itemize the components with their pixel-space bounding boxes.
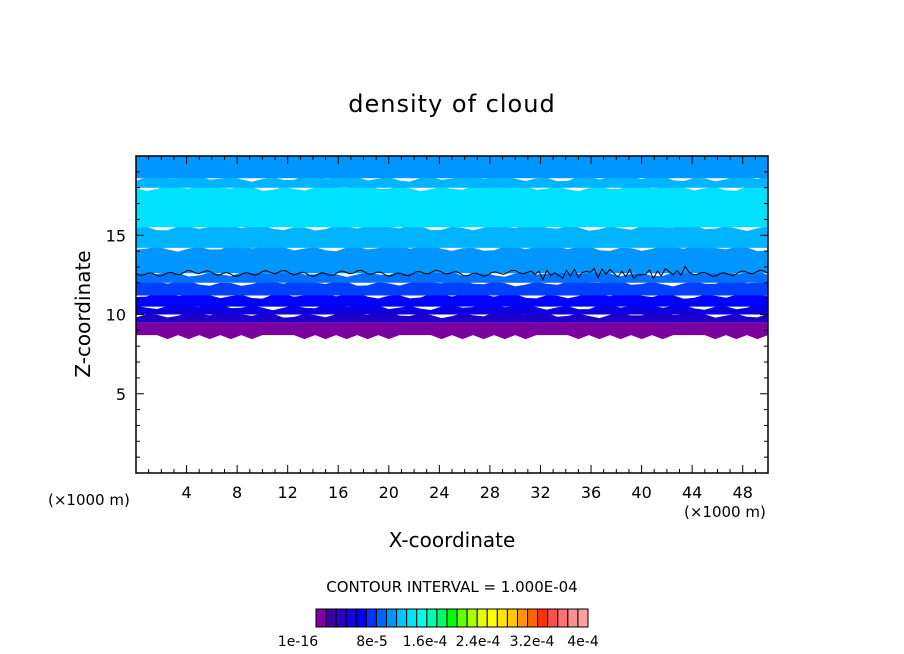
colorbar-labels: 1e-16 8e-5 1.6e-4 2.4e-4 3.2e-4 4e-4 (278, 634, 599, 650)
colorbar-label: 8e-5 (356, 634, 387, 650)
density-band (136, 279, 768, 296)
density-band (136, 244, 768, 274)
density-band (136, 156, 768, 179)
x-tick-label: 8 (232, 483, 242, 502)
y-axis-label: Z-coordinate (71, 250, 95, 377)
colorbar-swatch (476, 608, 488, 628)
colorbar-swatch (436, 608, 448, 628)
colorbar (315, 608, 589, 628)
x-unit-right: (×1000 m) (684, 503, 766, 521)
x-tick-label: 4 (181, 483, 191, 502)
colorbar-swatch (335, 608, 347, 628)
x-tick-label: 28 (480, 483, 500, 502)
x-tick-label: 36 (581, 483, 601, 502)
colorbar-swatch (416, 608, 428, 628)
contour-line (135, 265, 769, 281)
colorbar-swatch (547, 608, 559, 628)
colorbar-swatch (386, 608, 398, 628)
colorbar-swatch (577, 608, 589, 628)
colorbar-swatch (466, 608, 478, 628)
x-tick-label: 40 (631, 483, 651, 502)
colorbar-swatch (406, 608, 418, 628)
colorbar-swatch (375, 608, 388, 628)
colorbar-swatch (486, 608, 498, 628)
x-tick-label: 16 (328, 483, 348, 502)
density-band (136, 322, 768, 340)
x-axis-ticks: 4 8 12 16 20 24 28 32 36 40 44 48 (148, 156, 756, 502)
colorbar-swatch (446, 608, 458, 628)
colorbar-swatch (396, 608, 408, 628)
colorbar-swatch (557, 608, 569, 628)
density-band (136, 223, 768, 248)
colorbar-label: 3.2e-4 (510, 634, 555, 650)
x-axis-label: X-coordinate (389, 528, 516, 552)
colorbar-swatch (345, 608, 357, 628)
chart-title: density of cloud (348, 90, 555, 118)
colorbar-swatch (315, 608, 327, 628)
colorbar-swatch (567, 608, 579, 628)
colorbar-swatch (496, 608, 508, 628)
colorbar-label: 1e-16 (278, 634, 318, 650)
y-tick-label: 10 (106, 306, 126, 325)
colorbar-swatch (355, 608, 367, 628)
colorbar-label: 1.6e-4 (403, 634, 448, 650)
colorbar-swatch (537, 608, 549, 628)
x-tick-label: 44 (682, 483, 702, 502)
contour-interval-text: CONTOUR INTERVAL = 1.000E-04 (326, 578, 577, 596)
density-band (136, 311, 768, 323)
y-axis-ticks: 5 10 15 (106, 171, 768, 458)
colorbar-swatch (516, 608, 529, 628)
colorbar-swatch (426, 608, 438, 628)
y-tick-label: 5 (116, 385, 126, 404)
density-band (136, 291, 768, 307)
x-tick-label: 12 (278, 483, 298, 502)
x-tick-label: 48 (733, 483, 753, 502)
colorbar-label: 2.4e-4 (456, 634, 501, 650)
colorbar-swatch (325, 608, 337, 628)
colorbar-swatch (506, 608, 518, 628)
plot-area (136, 156, 768, 340)
x-unit-left: (×1000 m) (48, 491, 130, 509)
colorbar-swatch (456, 608, 468, 628)
y-tick-label: 15 (106, 226, 126, 245)
colorbar-swatch (365, 608, 377, 628)
x-tick-label: 20 (379, 483, 399, 502)
density-band (136, 184, 768, 228)
x-tick-label: 32 (530, 483, 550, 502)
x-tick-label: 24 (429, 483, 449, 502)
colorbar-swatch (527, 608, 539, 628)
colorbar-label: 4e-4 (567, 634, 599, 650)
